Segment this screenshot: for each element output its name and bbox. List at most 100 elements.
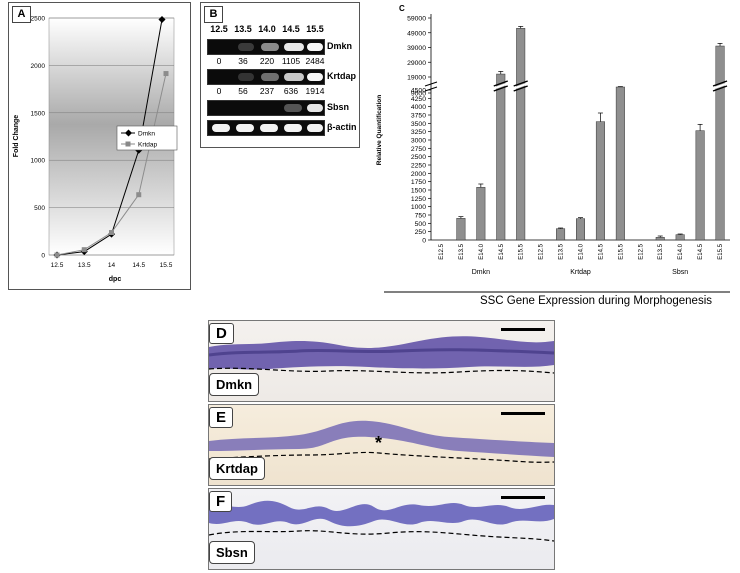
y-tick-label: 19000 [407, 75, 426, 82]
fold-value: 0 [216, 86, 222, 96]
stage-label: 14.0 [258, 24, 276, 34]
x-tick-label: E14.0 [579, 243, 585, 259]
x-tick-label: 14 [108, 262, 116, 269]
x-tick-label: 12.5 [51, 262, 64, 269]
axis-break [424, 81, 438, 92]
data-point-krtdap [163, 71, 169, 77]
y-tick-label: 4000 [411, 104, 426, 111]
bar-break-gap [712, 82, 728, 90]
bar-break [493, 80, 509, 92]
bar-break-gap [513, 82, 529, 90]
y-tick-label: 2000 [31, 63, 46, 70]
data-point-krtdap [109, 230, 114, 236]
y-tick-label: 3250 [411, 129, 426, 136]
panel-d-image: D Dmkn [208, 320, 555, 402]
y-tick-label: 29000 [407, 60, 426, 67]
x-tick-label: E13.5 [559, 243, 565, 259]
y-tick-label: 1500 [411, 188, 426, 195]
y-tick-label: 500 [34, 205, 45, 212]
panel-e-image: * E Krtdap [208, 404, 555, 486]
stage-label: 15.5 [306, 24, 324, 34]
x-tick-label: E12.5 [539, 243, 545, 259]
y-tick-label: 1250 [411, 196, 426, 203]
gel-sbsn [207, 100, 325, 116]
panel-f-letter: F [209, 491, 233, 512]
group-label: Sbsn [672, 269, 688, 276]
panel-d-gene-label: Dmkn [209, 373, 260, 396]
y-tick-label: 3000 [411, 138, 426, 145]
bar [675, 234, 685, 241]
x-tick-label: 15.5 [160, 262, 173, 269]
y-tick-label: 2500 [411, 154, 426, 161]
x-tick-label: E15.5 [718, 243, 724, 259]
y-tick-label: 1000 [31, 158, 46, 165]
bar [476, 187, 486, 241]
y-tick-label: 3500 [411, 121, 426, 128]
legend-krtdap: Krtdap [138, 142, 158, 149]
x-tick-label: E15.5 [519, 243, 525, 259]
fold-value: 56 [238, 86, 248, 96]
y-tick-label: 500 [415, 221, 427, 228]
group-label: Dmkn [472, 269, 490, 276]
gel-dmkn [207, 39, 325, 55]
x-tick-label: E14.5 [698, 243, 704, 259]
fold-value: 636 [283, 86, 299, 96]
y-tick-label: 2500 [31, 16, 46, 23]
bar [496, 73, 506, 241]
data-point-krtdap [136, 192, 142, 198]
stage-label: 14.5 [282, 24, 300, 34]
panel-e-gene-label: Krtdap [209, 457, 265, 480]
y-tick-label: 1750 [411, 179, 426, 186]
gene-label-dmkn: Dmkn [327, 41, 353, 51]
y-axis-label: Fold Change [13, 115, 20, 157]
fold-value: 237 [259, 86, 275, 96]
y-axis-label: Relative Quantification [376, 95, 383, 165]
x-tick-label: 14.5 [132, 262, 145, 269]
data-point-krtdap [81, 247, 87, 253]
x-tick-label: E12.5 [439, 243, 445, 259]
gene-label-beta-actin: β-actin [327, 122, 357, 132]
fold-value: 0 [216, 56, 222, 66]
krtdap-tissue-section: * [209, 412, 554, 463]
x-axis-label: dpc [109, 276, 122, 283]
scale-bar [501, 496, 545, 499]
y-tick-label: 750 [415, 213, 427, 220]
y-tick-label: 9000 [411, 91, 426, 98]
dmkn-tissue-section [209, 328, 554, 374]
data-point-dmkn [158, 15, 166, 24]
stage-header: 12.5 13.5 14.0 14.5 15.5 [207, 24, 327, 34]
gel-beta-actin [207, 120, 325, 136]
gel-krtdap [207, 69, 325, 85]
y-tick-label: 0 [41, 253, 45, 260]
y-tick-label: 3750 [411, 113, 426, 120]
x-tick-label: E14.5 [499, 243, 505, 259]
y-tick-label: 2250 [411, 163, 426, 170]
panel-a: A 0 500 1000 1500 2000 2500 12.5 13.5 14 14.5 15.… [8, 2, 191, 290]
scale-bar [501, 328, 545, 331]
x-tick-label: E14.0 [678, 243, 684, 259]
bar [695, 130, 705, 241]
fold-value: 1105 [281, 56, 301, 66]
bar [655, 237, 665, 241]
y-tick-label: 1500 [31, 110, 46, 117]
fold-value: 36 [238, 56, 248, 66]
y-tick-label: 1000 [411, 204, 426, 211]
asterisk-mark: * [375, 433, 382, 453]
panel-b: B 12.5 13.5 14.0 14.5 15.5 Dmkn 0 36 220 1105 24… [200, 2, 360, 148]
group-label: Krtdap [570, 269, 591, 276]
x-tick-label: E12.5 [638, 243, 644, 259]
fold-value: 220 [259, 56, 275, 66]
y-tick-label: 0 [422, 238, 426, 245]
panel-f-gene-label: Sbsn [209, 541, 255, 564]
y-tick-label: 39000 [407, 45, 426, 52]
panel-e-letter: E [209, 407, 234, 428]
x-tick-label: E13.5 [459, 243, 465, 259]
panel-c-label: C [399, 4, 405, 13]
y-tick-label: 4250 [411, 96, 426, 103]
stage-label: 13.5 [234, 24, 252, 34]
x-tick-label: E14.0 [479, 243, 485, 259]
y-tick-label: 59000 [407, 16, 426, 23]
y-tick-label: 2750 [411, 146, 426, 153]
